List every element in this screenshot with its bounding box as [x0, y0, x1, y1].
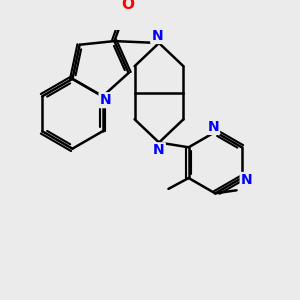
- Text: N: N: [241, 173, 252, 187]
- Text: N: N: [153, 143, 165, 157]
- Text: N: N: [208, 120, 219, 134]
- Text: O: O: [122, 0, 134, 12]
- Text: N: N: [100, 93, 111, 107]
- Text: N: N: [151, 29, 163, 43]
